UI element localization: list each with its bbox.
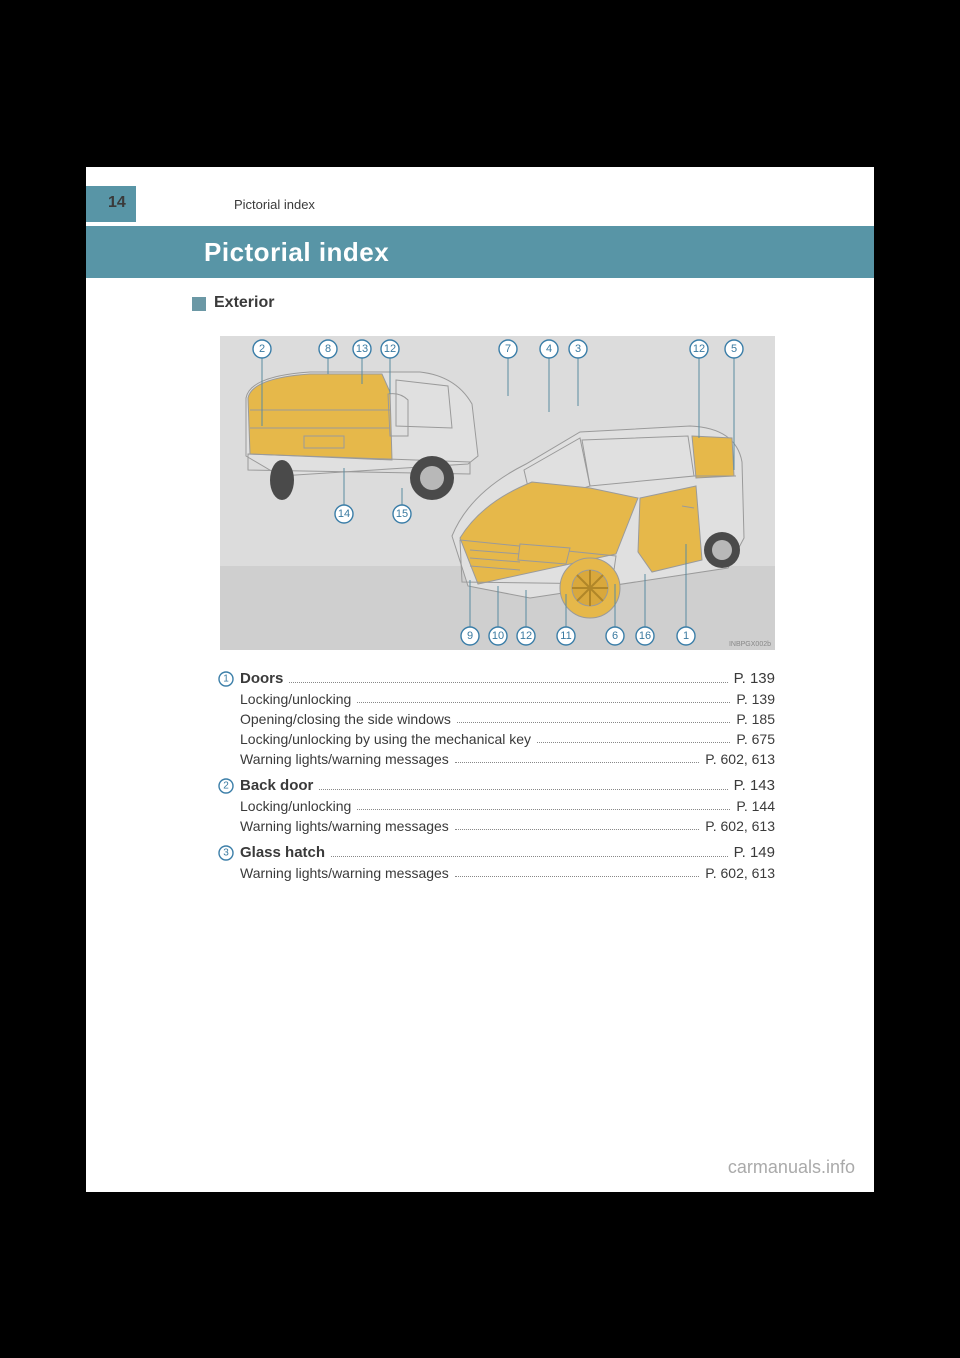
entry-subrow: Warning lights/warning messages P. 602, 6…	[220, 865, 775, 881]
entry-subrow: Warning lights/warning messages P. 602, 6…	[220, 818, 775, 834]
svg-text:7: 7	[505, 343, 511, 355]
entry-title: Back door	[240, 777, 313, 794]
entry-sub-page-ref: P. 144	[736, 798, 775, 814]
entry-sub-desc: Warning lights/warning messages	[240, 818, 449, 834]
svg-text:4: 4	[546, 343, 552, 355]
entry-sub-desc: Locking/unlocking	[240, 691, 351, 707]
svg-text:6: 6	[612, 630, 618, 642]
svg-text:2: 2	[259, 343, 265, 355]
leader-dots	[537, 742, 730, 743]
entry-sub-page-ref: P. 602, 613	[705, 751, 775, 767]
entry-subrow: Locking/unlocking P. 139	[220, 691, 775, 707]
svg-text:14: 14	[338, 508, 350, 520]
entry-sub-desc: Locking/unlocking	[240, 798, 351, 814]
svg-text:1: 1	[223, 673, 229, 684]
subsection-marker	[192, 297, 206, 311]
watermark: carmanuals.info	[728, 1157, 855, 1178]
page-header: 14 Pictorial index	[86, 186, 874, 222]
entry-page-ref: P. 143	[734, 777, 775, 794]
svg-text:8: 8	[325, 343, 331, 355]
leader-dots	[319, 789, 727, 790]
index-entries: 1 Doors P. 139 Locking/unlocking P. 139 Openi…	[220, 660, 775, 885]
entry-subrow: Opening/closing the side windows P. 185	[220, 711, 775, 727]
entry-number-icon: 2	[218, 778, 234, 794]
entry-sub-desc: Warning lights/warning messages	[240, 751, 449, 767]
entry-page-ref: P. 149	[734, 844, 775, 861]
svg-text:13: 13	[356, 343, 368, 355]
leader-dots	[357, 702, 730, 703]
svg-text:16: 16	[639, 630, 651, 642]
entry-sub-page-ref: P. 139	[736, 691, 775, 707]
entry-sub-page-ref: P. 675	[736, 731, 775, 747]
svg-text:11: 11	[560, 630, 571, 642]
entry-sub-desc: Opening/closing the side windows	[240, 711, 451, 727]
entry-number-icon: 3	[218, 845, 234, 861]
page-number: 14	[108, 194, 126, 212]
entry-sub-page-ref: P. 602, 613	[705, 818, 775, 834]
svg-text:5: 5	[731, 343, 737, 355]
leader-dots	[357, 809, 730, 810]
svg-text:1: 1	[683, 630, 689, 642]
leader-dots	[455, 829, 699, 830]
entry-sub-desc: Locking/unlocking by using the mechanica…	[240, 731, 531, 747]
entry-subrow: Locking/unlocking P. 144	[220, 798, 775, 814]
index-entry: 1 Doors P. 139 Locking/unlocking P. 139 Openi…	[220, 670, 775, 767]
svg-text:15: 15	[396, 508, 408, 520]
section-title: Pictorial index	[204, 237, 389, 268]
entry-subrow: Locking/unlocking by using the mechanica…	[220, 731, 775, 747]
image-code: INBPGX002b	[729, 641, 771, 648]
subsection-label: Exterior	[214, 294, 274, 312]
svg-text:12: 12	[520, 630, 532, 642]
entry-title: Doors	[240, 670, 283, 687]
header-caption: Pictorial index	[234, 197, 315, 212]
entry-sub-page-ref: P. 185	[736, 711, 775, 727]
section-band: Pictorial index	[86, 226, 874, 278]
vehicle-diagram-svg: 2 8 13 12 7 4 3 12 5 14 15 9 10 12 11 6 16 1 INBPGX002b	[220, 336, 775, 650]
svg-text:3: 3	[223, 847, 229, 858]
index-entry: 3 Glass hatch P. 149 Warning lights/warning…	[220, 844, 775, 881]
leader-dots	[289, 682, 727, 683]
index-entry: 2 Back door P. 143 Locking/unlocking P. 144 W…	[220, 777, 775, 834]
entry-subrow: Warning lights/warning messages P. 602, 6…	[220, 751, 775, 767]
vehicle-diagram: 2 8 13 12 7 4 3 12 5 14 15 9 10 12 11 6 16 1 INBPGX002b	[220, 336, 775, 650]
entry-number-icon: 1	[218, 671, 234, 687]
leader-dots	[455, 762, 699, 763]
svg-text:12: 12	[693, 343, 705, 355]
leader-dots	[455, 876, 699, 877]
svg-text:9: 9	[467, 630, 473, 642]
svg-text:10: 10	[492, 630, 504, 642]
svg-text:2: 2	[223, 780, 229, 791]
entry-sub-desc: Warning lights/warning messages	[240, 865, 449, 881]
leader-dots	[331, 856, 728, 857]
svg-text:12: 12	[384, 343, 396, 355]
entry-page-ref: P. 139	[734, 670, 775, 687]
entry-title: Glass hatch	[240, 844, 325, 861]
entry-sub-page-ref: P. 602, 613	[705, 865, 775, 881]
leader-dots	[457, 722, 730, 723]
svg-text:3: 3	[575, 343, 581, 355]
